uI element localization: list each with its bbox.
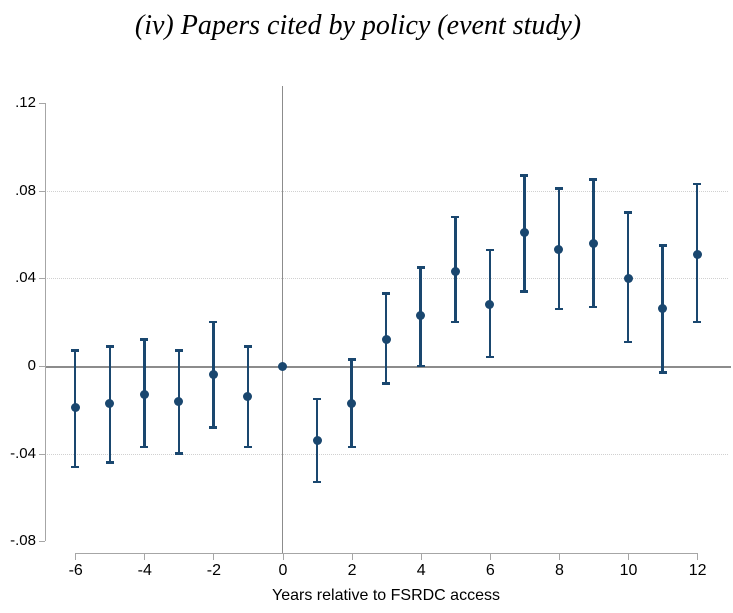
y-axis-tick bbox=[39, 278, 45, 280]
data-point-marker bbox=[174, 396, 184, 406]
error-bar-cap-top bbox=[105, 345, 114, 348]
y-tick-label: .04 bbox=[15, 269, 36, 287]
y-tick-label: -.08 bbox=[10, 532, 36, 550]
error-bar-cap-bottom bbox=[209, 426, 218, 429]
x-tick-label: -6 bbox=[68, 562, 83, 579]
error-bar-cap-bottom bbox=[416, 364, 425, 368]
data-point-marker bbox=[347, 398, 357, 408]
error-bar-cap-bottom bbox=[451, 320, 460, 324]
data-point-marker bbox=[519, 227, 529, 237]
data-point-marker bbox=[243, 392, 253, 402]
error-bar-cap-bottom bbox=[243, 445, 252, 449]
data-point-marker bbox=[485, 300, 495, 310]
error-bar-cap-top bbox=[140, 338, 149, 341]
y-axis-tick bbox=[39, 541, 45, 543]
x-axis-tick bbox=[697, 553, 699, 560]
error-bar-cap-bottom bbox=[693, 320, 702, 324]
error-bar-cap-bottom bbox=[520, 290, 529, 293]
event-time-zero-line bbox=[281, 86, 284, 553]
error-bar-cap-top bbox=[382, 292, 391, 295]
error-bar-cap-top bbox=[416, 266, 425, 269]
x-axis-tick bbox=[75, 553, 77, 560]
x-axis-tick bbox=[489, 553, 491, 560]
x-tick-label: -4 bbox=[137, 562, 152, 579]
error-bar-cap-top bbox=[451, 215, 460, 219]
y-axis-line bbox=[45, 102, 46, 542]
x-axis-title: Years relative to FSRDC access bbox=[272, 587, 500, 604]
x-axis-tick bbox=[420, 553, 422, 560]
error-bar-cap-top bbox=[520, 174, 529, 177]
data-point-marker bbox=[278, 361, 287, 371]
y-gridline bbox=[45, 278, 728, 280]
chart-title: (iv) Papers cited by policy (event study… bbox=[134, 10, 582, 41]
error-bar-cap-top bbox=[243, 345, 252, 348]
y-gridline bbox=[45, 453, 728, 455]
y-axis-tick bbox=[39, 102, 45, 104]
data-point-marker bbox=[70, 403, 80, 413]
data-point-marker bbox=[139, 390, 149, 399]
y-tick-label: 0 bbox=[27, 357, 36, 374]
y-axis-tick bbox=[39, 453, 45, 455]
error-bar-cap-bottom bbox=[140, 445, 149, 449]
error-bar-cap-top bbox=[693, 182, 702, 186]
x-axis-line bbox=[75, 553, 697, 554]
x-tick-label: 8 bbox=[554, 562, 564, 579]
error-bar-cap-bottom bbox=[382, 382, 391, 385]
x-tick-label: 4 bbox=[416, 562, 426, 579]
y-gridline bbox=[45, 190, 728, 192]
x-tick-label: 0 bbox=[278, 562, 288, 579]
error-bar-cap-top bbox=[174, 349, 183, 352]
data-point-marker bbox=[554, 245, 564, 255]
x-axis-tick bbox=[628, 553, 629, 560]
error-bar-cap-top bbox=[485, 248, 494, 252]
x-axis-tick bbox=[351, 553, 353, 560]
x-tick-label: 2 bbox=[347, 562, 357, 579]
data-point-marker bbox=[208, 370, 218, 380]
data-point-marker bbox=[450, 267, 460, 277]
x-axis-tick bbox=[282, 553, 284, 560]
data-point-marker bbox=[588, 238, 598, 248]
error-bar-cap-top bbox=[554, 187, 563, 190]
data-point-marker bbox=[381, 335, 391, 345]
error-bar-cap-top bbox=[347, 358, 356, 361]
error-bar-cap-bottom bbox=[105, 461, 114, 464]
data-point-marker bbox=[312, 436, 322, 446]
y-axis-tick bbox=[39, 366, 45, 367]
x-tick-label: -2 bbox=[206, 562, 221, 579]
y-tick-label: .12 bbox=[15, 93, 36, 111]
error-bar-cap-top bbox=[658, 244, 667, 247]
error-bar-cap-bottom bbox=[485, 355, 494, 359]
error-bar-cap-bottom bbox=[589, 305, 598, 309]
error-bar-cap-bottom bbox=[313, 480, 322, 484]
error-bar-cap-bottom bbox=[554, 307, 563, 311]
error-bar-cap-bottom bbox=[347, 445, 356, 449]
x-tick-label: 10 bbox=[619, 562, 638, 579]
x-axis-tick bbox=[144, 553, 146, 560]
data-point-marker bbox=[658, 304, 668, 314]
data-point-marker bbox=[105, 398, 115, 408]
data-point-marker bbox=[416, 311, 426, 321]
error-bar-cap-bottom bbox=[658, 371, 667, 374]
error-bar-cap-top bbox=[589, 178, 598, 181]
data-point-marker bbox=[692, 249, 702, 259]
error-bar-cap-bottom bbox=[71, 465, 80, 469]
x-tick-label: 12 bbox=[688, 562, 707, 579]
error-bar-cap-top bbox=[313, 397, 322, 401]
x-axis-tick bbox=[213, 553, 215, 560]
y-tick-label: .08 bbox=[15, 181, 36, 199]
y-axis-tick bbox=[39, 190, 45, 192]
x-tick-label: 6 bbox=[485, 562, 495, 579]
error-bar-cap-top bbox=[209, 320, 218, 324]
data-point-marker bbox=[623, 273, 633, 283]
error-bar-cap-bottom bbox=[174, 452, 183, 455]
error-bar-cap-top bbox=[624, 211, 632, 214]
x-axis-tick bbox=[558, 553, 560, 560]
y-tick-label: -.04 bbox=[10, 444, 36, 462]
error-bar-cap-top bbox=[71, 349, 80, 352]
zero-reference-line bbox=[45, 366, 731, 368]
error-bar-cap-bottom bbox=[624, 340, 632, 344]
